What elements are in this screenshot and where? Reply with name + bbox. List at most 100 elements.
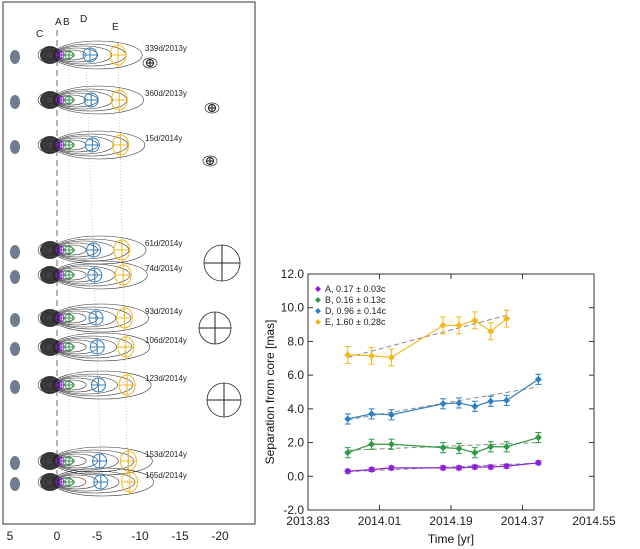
data-point xyxy=(387,411,395,419)
restoring-beam xyxy=(10,50,20,64)
series-1 xyxy=(344,431,542,459)
legend-entry: B, 0.16 ± 0.13c xyxy=(325,295,386,305)
epoch-label: 360d/2013y xyxy=(145,89,187,98)
epoch-label: 15d/2014y xyxy=(145,134,182,143)
restoring-beam xyxy=(10,270,20,284)
component-d-marker xyxy=(90,377,106,393)
outer-feature-marker xyxy=(202,155,218,167)
data-point xyxy=(487,463,495,471)
y-tick-label: 2.0 xyxy=(287,436,304,450)
component-b-marker xyxy=(64,270,74,280)
data-point xyxy=(471,316,479,324)
epoch-row: 74d/2014y xyxy=(10,260,182,290)
component-d-marker xyxy=(86,242,102,258)
epoch-label: 165d/2014y xyxy=(145,471,187,480)
outer-feature-marker xyxy=(204,102,220,114)
restoring-beam xyxy=(10,245,20,259)
series-layer xyxy=(344,309,542,475)
data-point xyxy=(387,440,395,448)
component-d-marker xyxy=(89,339,105,355)
component-a-marker xyxy=(55,380,65,390)
restoring-beam xyxy=(10,477,20,491)
component-a-marker xyxy=(55,140,65,150)
epoch-row: 360d/2013y xyxy=(10,85,220,115)
beam-cross-1 xyxy=(203,244,241,282)
epoch-row: 165d/2014y xyxy=(10,467,187,497)
epoch-label: 106d/2014y xyxy=(145,336,187,345)
data-point xyxy=(487,443,495,451)
beam-cross-3 xyxy=(206,382,242,418)
legend-entry: A, 0.17 ± 0.03c xyxy=(325,284,386,294)
component-e-marker xyxy=(119,449,137,473)
component-b-marker xyxy=(64,342,74,352)
core-contours xyxy=(40,241,60,259)
core-contours xyxy=(40,376,60,394)
x-tick-label: 2014.01 xyxy=(358,514,402,528)
component-a-marker xyxy=(55,477,65,487)
data-point xyxy=(455,399,463,407)
component-b-marker xyxy=(64,380,74,390)
component-a-marker xyxy=(55,50,65,60)
component-a-marker xyxy=(55,95,65,105)
legend-marker xyxy=(315,319,321,325)
epoch-label: 74d/2014y xyxy=(145,264,182,273)
data-point xyxy=(439,400,447,408)
component-label-d: D xyxy=(80,14,87,25)
data-point xyxy=(344,415,352,423)
y-tick-label: 8.0 xyxy=(287,334,304,348)
component-a-marker xyxy=(55,313,65,323)
restoring-beam xyxy=(10,342,20,356)
legend-marker xyxy=(315,308,321,314)
data-point xyxy=(503,396,511,404)
legend-entry: E, 1.60 ± 0.28c xyxy=(325,317,386,327)
map-x-axis: 5 0 -5 -10 -15 -20 xyxy=(3,523,255,543)
legend-marker xyxy=(315,286,321,292)
series-line xyxy=(347,318,507,359)
data-point xyxy=(368,352,376,360)
x-axis-label: Time [yr] xyxy=(428,532,474,546)
component-e-marker xyxy=(109,43,127,67)
epoch-row: 61d/2014y xyxy=(10,235,182,265)
x-tick-label: 2014.37 xyxy=(501,514,545,528)
y-tick-label: 10.0 xyxy=(281,301,305,315)
component-label-a: A xyxy=(55,17,62,28)
data-point xyxy=(534,375,542,383)
component-d-marker xyxy=(93,474,109,490)
restoring-beam xyxy=(10,95,20,109)
x-tick-label: 2013.83 xyxy=(286,514,330,528)
component-label-b: B xyxy=(63,17,70,28)
data-point xyxy=(439,464,447,472)
core-contours xyxy=(40,91,60,109)
series-3 xyxy=(344,309,511,367)
component-d-marker xyxy=(82,47,98,63)
epoch-label: 339d/2013y xyxy=(145,44,187,53)
component-b-marker xyxy=(64,313,74,323)
component-a-marker xyxy=(55,270,65,280)
component-e-marker xyxy=(118,373,136,397)
legend-marker xyxy=(315,297,321,303)
epoch-row: 93d/2014y xyxy=(10,303,182,333)
data-point xyxy=(455,464,463,472)
data-point xyxy=(387,353,395,361)
component-b-marker xyxy=(64,95,74,105)
component-d-marker xyxy=(87,267,103,283)
data-point xyxy=(534,459,542,467)
component-label-e: E xyxy=(112,22,119,33)
data-point xyxy=(534,434,542,442)
data-point xyxy=(487,397,495,405)
component-b-marker xyxy=(64,456,74,466)
series-2 xyxy=(344,373,542,425)
component-a-marker xyxy=(55,245,65,255)
core-contours xyxy=(40,452,60,470)
epoch-label: 153d/2014y xyxy=(145,450,187,459)
data-point xyxy=(471,449,479,457)
component-label-c: C xyxy=(36,29,43,40)
outer-feature-marker xyxy=(142,57,158,69)
core-contours xyxy=(40,473,60,491)
y-tick-label: 4.0 xyxy=(287,402,304,416)
series-0 xyxy=(344,459,542,475)
restoring-beam xyxy=(10,313,20,327)
epoch-label: 123d/2014y xyxy=(145,374,187,383)
y-tick-label: 0.0 xyxy=(287,469,304,483)
